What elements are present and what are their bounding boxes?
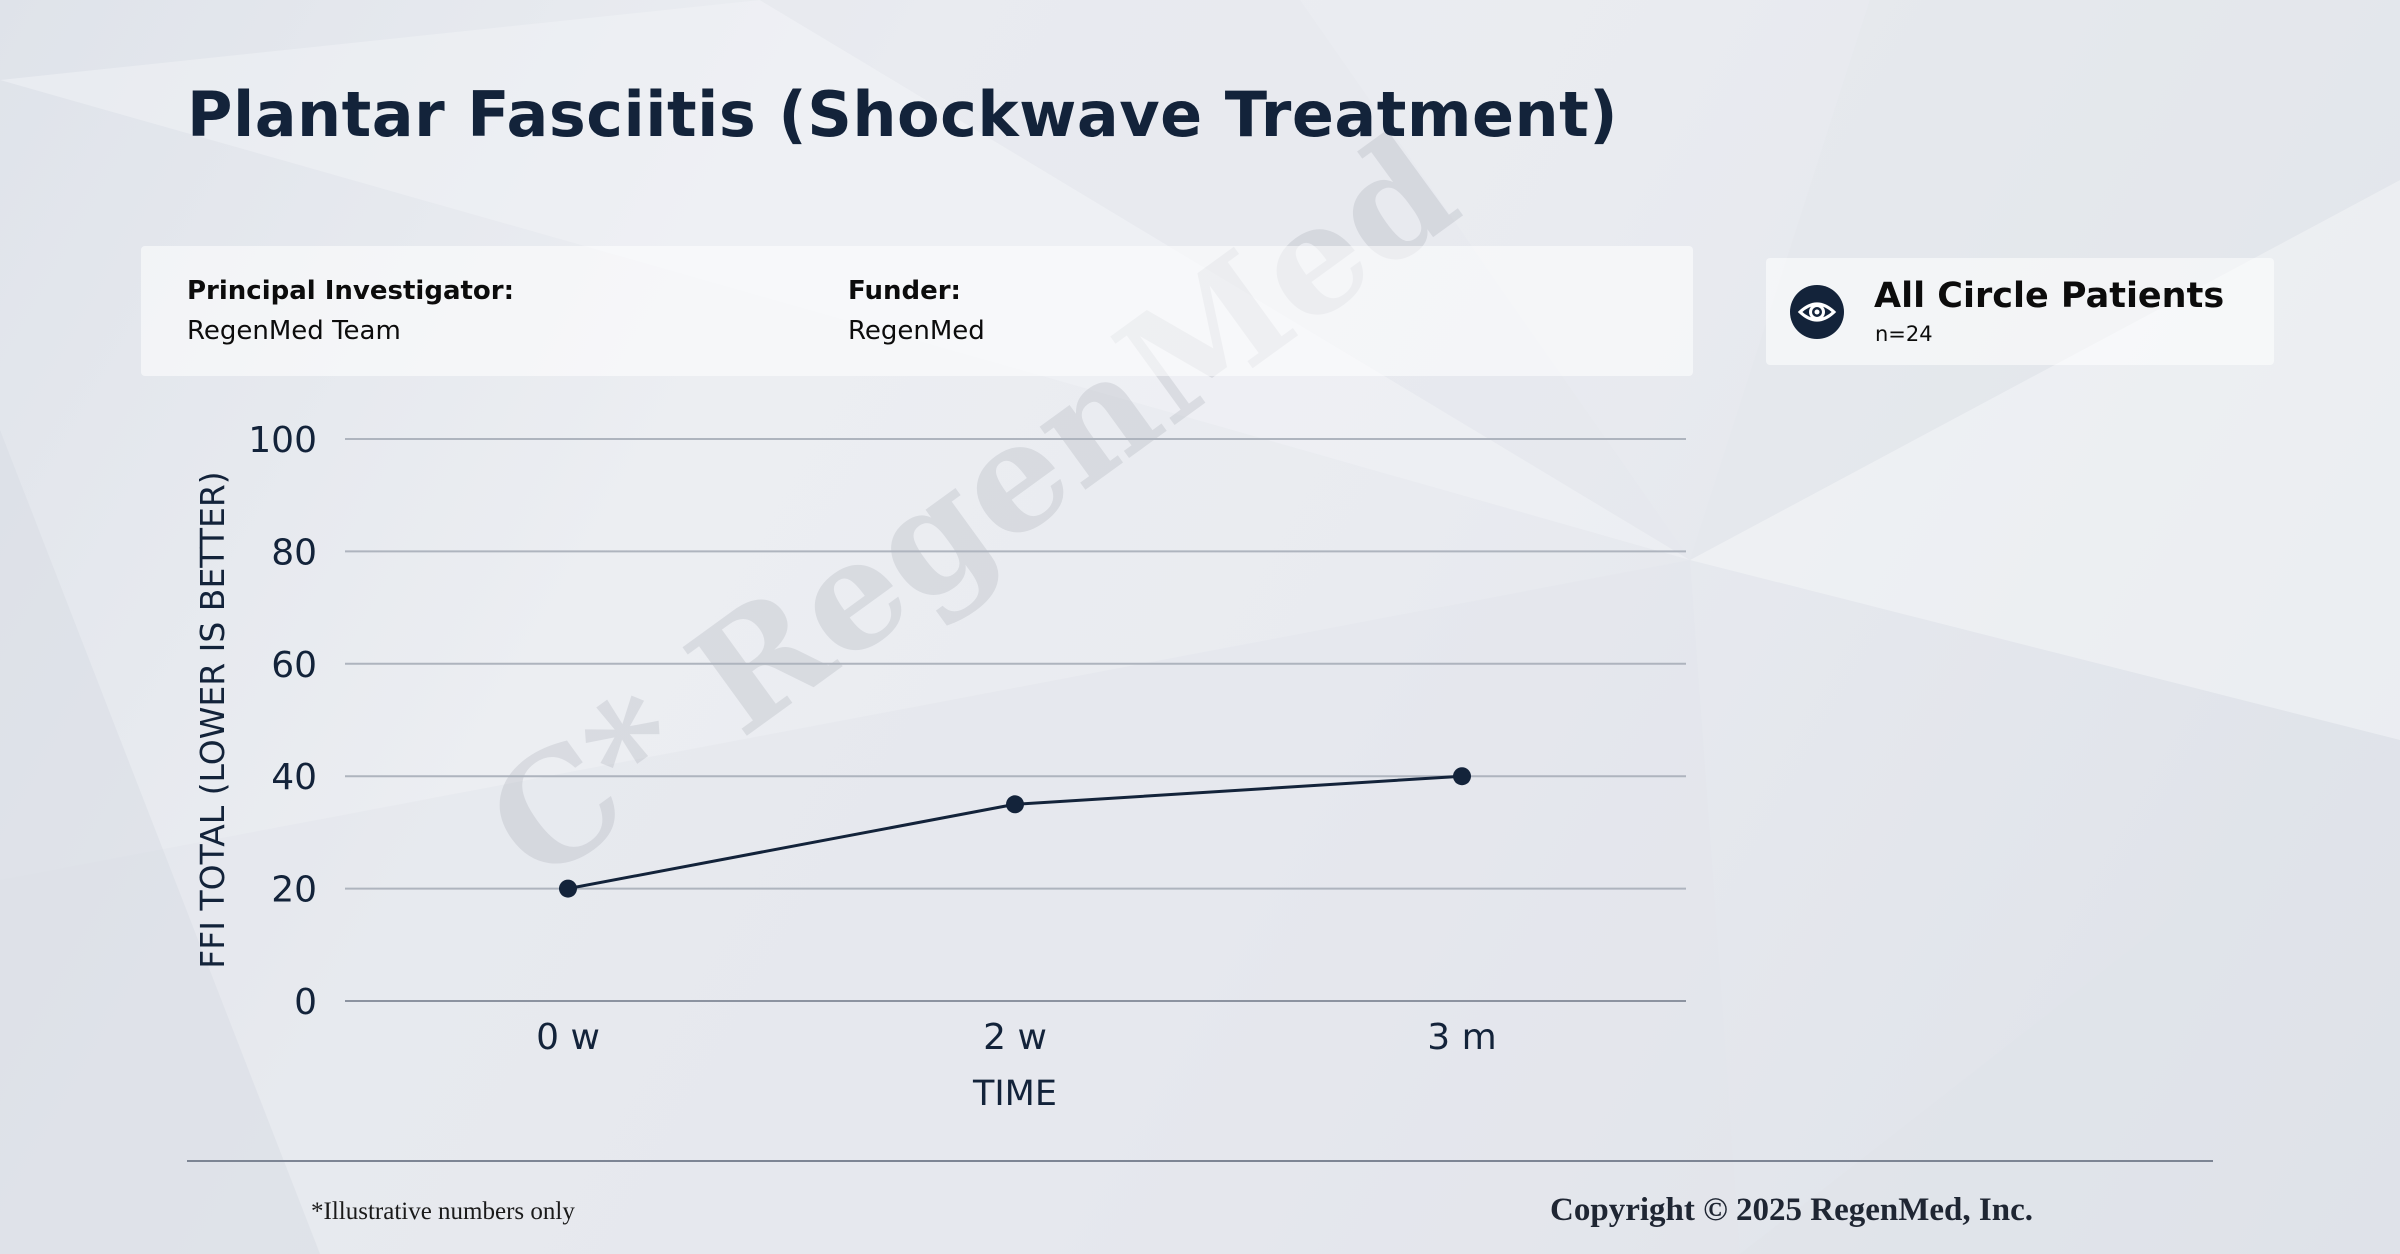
x-axis-label: TIME [972,1074,1057,1114]
cohort-count: n=24 [1875,322,1933,346]
footnote: *Illustrative numbers only [311,1198,575,1225]
funder-label: Funder: [848,276,961,306]
info-panel: Principal Investigator: RegenMed Team Fu… [141,246,1693,376]
funder-value: RegenMed [848,316,985,346]
cohort-card[interactable]: All Circle Patients n=24 [1766,258,2274,365]
data-point [1453,767,1471,786]
footer-divider [187,1160,2213,1162]
eye-icon [1790,285,1844,339]
series-line [567,774,1463,891]
copyright: Copyright © 2025 RegenMed, Inc. [1550,1192,2033,1228]
page-title: Plantar Fasciitis (Shockwave Treatment) [187,78,1619,151]
y-axis-label: FFI TOTAL (LOWER IS BETTER) [193,471,232,968]
y-tick-label: 60 [271,645,317,686]
y-tick-label: 20 [271,870,317,911]
y-tick-label: 40 [271,757,317,798]
investigator-label: Principal Investigator: [187,276,514,306]
data-points [559,767,1471,898]
data-point [1006,795,1024,814]
series-line-group [567,774,1463,891]
data-point [559,879,577,898]
x-tick-labels: 0 w 2 w 3 m [536,1017,1497,1058]
investigator-value: RegenMed Team [187,316,401,346]
y-tick-labels: 0 20 40 60 80 100 [248,420,317,1023]
grid-lines [345,438,1686,1002]
y-tick-label: 80 [271,532,317,573]
cohort-title: All Circle Patients [1874,276,2225,316]
funder-block: Funder: RegenMed [848,276,985,346]
x-tick-label: 3 m [1427,1017,1496,1058]
y-tick-label: 100 [248,420,317,461]
x-tick-label: 2 w [983,1017,1047,1058]
x-tick-label: 0 w [536,1017,600,1058]
y-tick-label: 0 [294,982,317,1023]
investigator-block: Principal Investigator: RegenMed Team [187,276,514,346]
